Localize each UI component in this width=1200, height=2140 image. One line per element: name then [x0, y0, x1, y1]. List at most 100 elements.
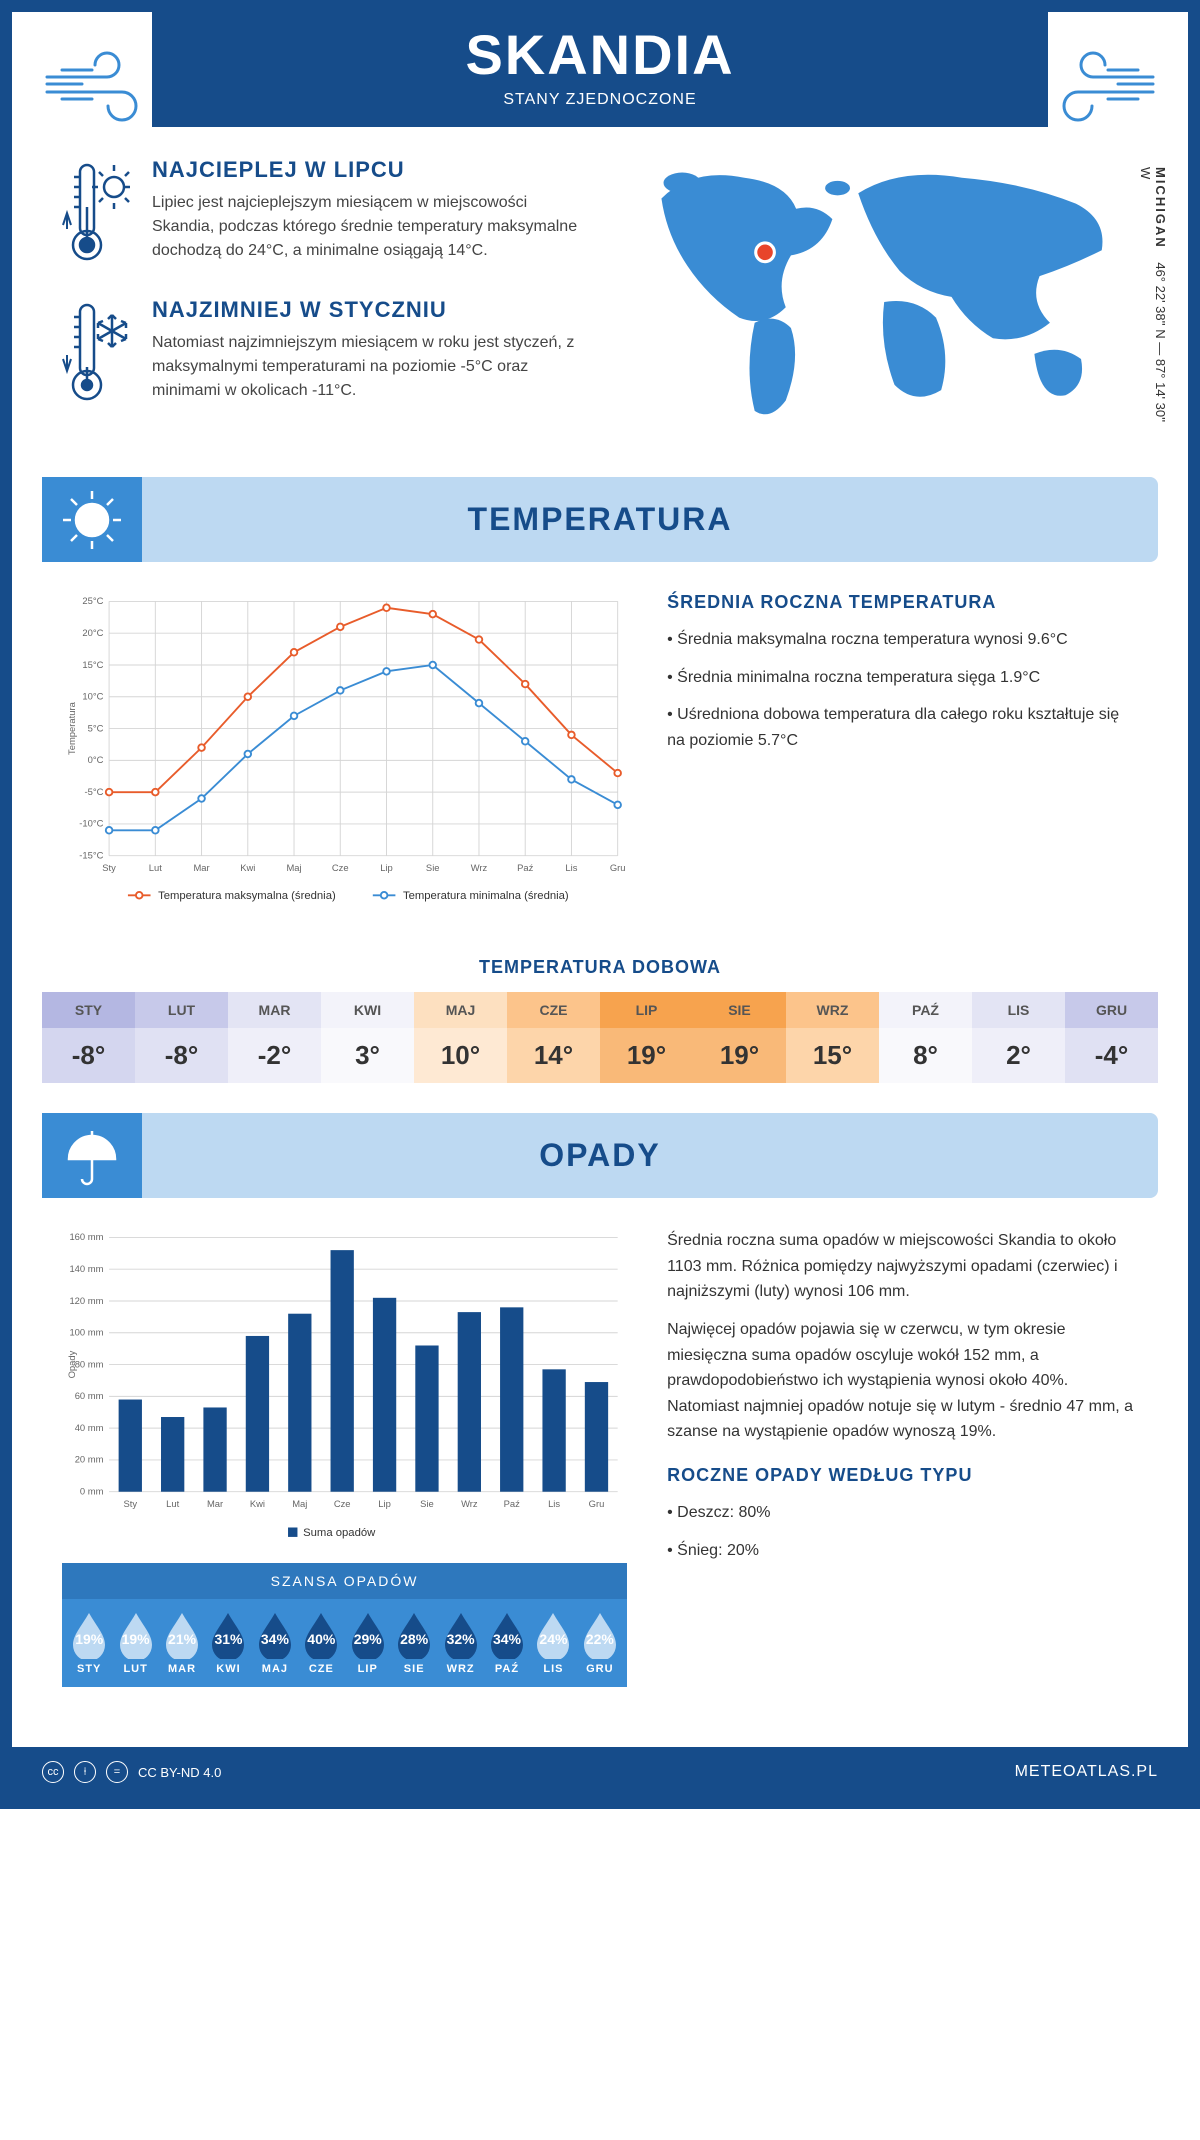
svg-text:25°C: 25°C: [82, 595, 103, 606]
svg-text:Gru: Gru: [610, 862, 626, 873]
svg-text:Sie: Sie: [426, 862, 440, 873]
precip-type-item: • Śnieg: 20%: [667, 1538, 1138, 1564]
cold-fact: NAJZIMNIEJ W STYCZNIU Natomiast najzimni…: [62, 297, 580, 407]
svg-text:Wrz: Wrz: [471, 862, 488, 873]
thermometer-sun-icon: [62, 157, 132, 267]
temp-cell: WRZ15°: [786, 992, 879, 1083]
svg-text:5°C: 5°C: [88, 722, 104, 733]
svg-text:Maj: Maj: [292, 1498, 307, 1509]
svg-text:Temperatura minimalna (średnia: Temperatura minimalna (średnia): [403, 890, 569, 902]
svg-text:40 mm: 40 mm: [75, 1422, 104, 1433]
temp-cell: KWI3°: [321, 992, 414, 1083]
temperature-line-chart: -15°C-10°C-5°C0°C5°C10°C15°C20°C25°CStyL…: [62, 592, 627, 912]
svg-text:Paź: Paź: [504, 1498, 521, 1509]
wind-icon: [42, 42, 162, 132]
chance-drop: 34%PAŹ: [484, 1609, 530, 1675]
svg-text:Lut: Lut: [149, 862, 162, 873]
svg-text:160 mm: 160 mm: [69, 1231, 103, 1242]
svg-text:Kwi: Kwi: [250, 1498, 265, 1509]
svg-text:-5°C: -5°C: [85, 786, 104, 797]
temp-cell: SIE19°: [693, 992, 786, 1083]
by-icon: ⍿: [74, 1761, 96, 1783]
svg-text:Wrz: Wrz: [461, 1498, 478, 1509]
map-marker: [756, 243, 775, 262]
nd-icon: =: [106, 1761, 128, 1783]
temp-info-item: • Średnia maksymalna roczna temperatura …: [667, 627, 1138, 653]
precip-type-title: ROCZNE OPADY WEDŁUG TYPU: [667, 1465, 1138, 1486]
temp-cell: LIS2°: [972, 992, 1065, 1083]
page-footer: cc ⍿ = CC BY-ND 4.0 METEOATLAS.PL: [12, 1747, 1188, 1797]
daily-temp-table: STY-8°LUT-8°MAR-2°KWI3°MAJ10°CZE14°LIP19…: [42, 992, 1158, 1083]
chance-drop: 19%LUT: [112, 1609, 158, 1675]
temperature-banner: TEMPERATURA: [42, 477, 1158, 562]
precip-banner-text: OPADY: [539, 1137, 660, 1173]
svg-text:Maj: Maj: [286, 862, 301, 873]
svg-text:10°C: 10°C: [82, 691, 103, 702]
svg-text:Sty: Sty: [123, 1498, 137, 1509]
coordinates: MICHIGAN 46° 22' 38'' N — 87° 14' 30'' W: [1138, 167, 1168, 437]
location-title: SKANDIA: [152, 22, 1048, 87]
state-label: MICHIGAN: [1153, 167, 1168, 249]
daily-temp-title: TEMPERATURA DOBOWA: [12, 957, 1188, 978]
temp-cell: MAR-2°: [228, 992, 321, 1083]
svg-text:20 mm: 20 mm: [75, 1454, 104, 1465]
chance-drop: 31%KWI: [205, 1609, 251, 1675]
chance-drop: 28%SIE: [391, 1609, 437, 1675]
precip-chance-title: SZANSA OPADÓW: [62, 1563, 627, 1599]
chance-drop: 19%STY: [66, 1609, 112, 1675]
svg-text:Cze: Cze: [332, 862, 349, 873]
precip-bar-chart: 0 mm20 mm40 mm60 mm80 mm100 mm120 mm140 …: [62, 1228, 627, 1548]
svg-text:Lut: Lut: [166, 1498, 179, 1509]
svg-text:Kwi: Kwi: [240, 862, 255, 873]
svg-text:0 mm: 0 mm: [80, 1486, 104, 1497]
license-text: CC BY-ND 4.0: [138, 1765, 221, 1780]
svg-text:Lip: Lip: [380, 862, 393, 873]
umbrella-icon: [42, 1113, 142, 1198]
temp-cell: LIP19°: [600, 992, 693, 1083]
svg-text:Lip: Lip: [378, 1498, 391, 1509]
precip-info-item: Najwięcej opadów pojawia się w czerwcu, …: [667, 1317, 1138, 1445]
cc-icon: cc: [42, 1761, 64, 1783]
svg-text:-15°C: -15°C: [79, 850, 103, 861]
svg-text:Paź: Paź: [517, 862, 534, 873]
world-map: [620, 157, 1138, 426]
chance-drop: 22%GRU: [577, 1609, 623, 1675]
precip-type-item: • Deszcz: 80%: [667, 1500, 1138, 1526]
cold-text: Natomiast najzimniejszym miesiącem w rok…: [152, 331, 580, 403]
svg-text:60 mm: 60 mm: [75, 1390, 104, 1401]
temp-cell: MAJ10°: [414, 992, 507, 1083]
thermometer-snow-icon: [62, 297, 132, 407]
temp-info-item: • Uśredniona dobowa temperatura dla całe…: [667, 702, 1138, 753]
chance-drop: 21%MAR: [159, 1609, 205, 1675]
location-country: STANY ZJEDNOCZONE: [152, 91, 1048, 109]
chance-drop: 29%LIP: [345, 1609, 391, 1675]
cold-title: NAJZIMNIEJ W STYCZNIU: [152, 297, 580, 323]
precip-chance-panel: SZANSA OPADÓW 19%STY19%LUT21%MAR31%KWI34…: [62, 1563, 627, 1687]
wind-icon: [1038, 42, 1158, 132]
svg-text:-10°C: -10°C: [79, 818, 103, 829]
svg-text:Sty: Sty: [102, 862, 116, 873]
precip-info-item: Średnia roczna suma opadów w miejscowośc…: [667, 1228, 1138, 1305]
temp-info-title: ŚREDNIA ROCZNA TEMPERATURA: [667, 592, 1138, 613]
chance-drop: 40%CZE: [298, 1609, 344, 1675]
temp-cell: STY-8°: [42, 992, 135, 1083]
temp-cell: CZE14°: [507, 992, 600, 1083]
svg-text:Lis: Lis: [548, 1498, 560, 1509]
svg-text:Gru: Gru: [589, 1498, 605, 1509]
temp-cell: LUT-8°: [135, 992, 228, 1083]
svg-text:Sie: Sie: [420, 1498, 434, 1509]
temp-cell: GRU-4°: [1065, 992, 1158, 1083]
site-name: METEOATLAS.PL: [1015, 1763, 1158, 1781]
svg-text:Cze: Cze: [334, 1498, 351, 1509]
svg-text:100 mm: 100 mm: [69, 1327, 103, 1338]
chance-drop: 34%MAJ: [252, 1609, 298, 1675]
svg-text:20°C: 20°C: [82, 627, 103, 638]
temp-info-item: • Średnia minimalna roczna temperatura s…: [667, 665, 1138, 691]
precip-banner: OPADY: [42, 1113, 1158, 1198]
svg-text:120 mm: 120 mm: [69, 1295, 103, 1306]
svg-text:0°C: 0°C: [88, 754, 104, 765]
chance-drop: 24%LIS: [530, 1609, 576, 1675]
svg-text:140 mm: 140 mm: [69, 1263, 103, 1274]
temp-cell: PAŹ8°: [879, 992, 972, 1083]
temperature-banner-text: TEMPERATURA: [468, 501, 733, 537]
